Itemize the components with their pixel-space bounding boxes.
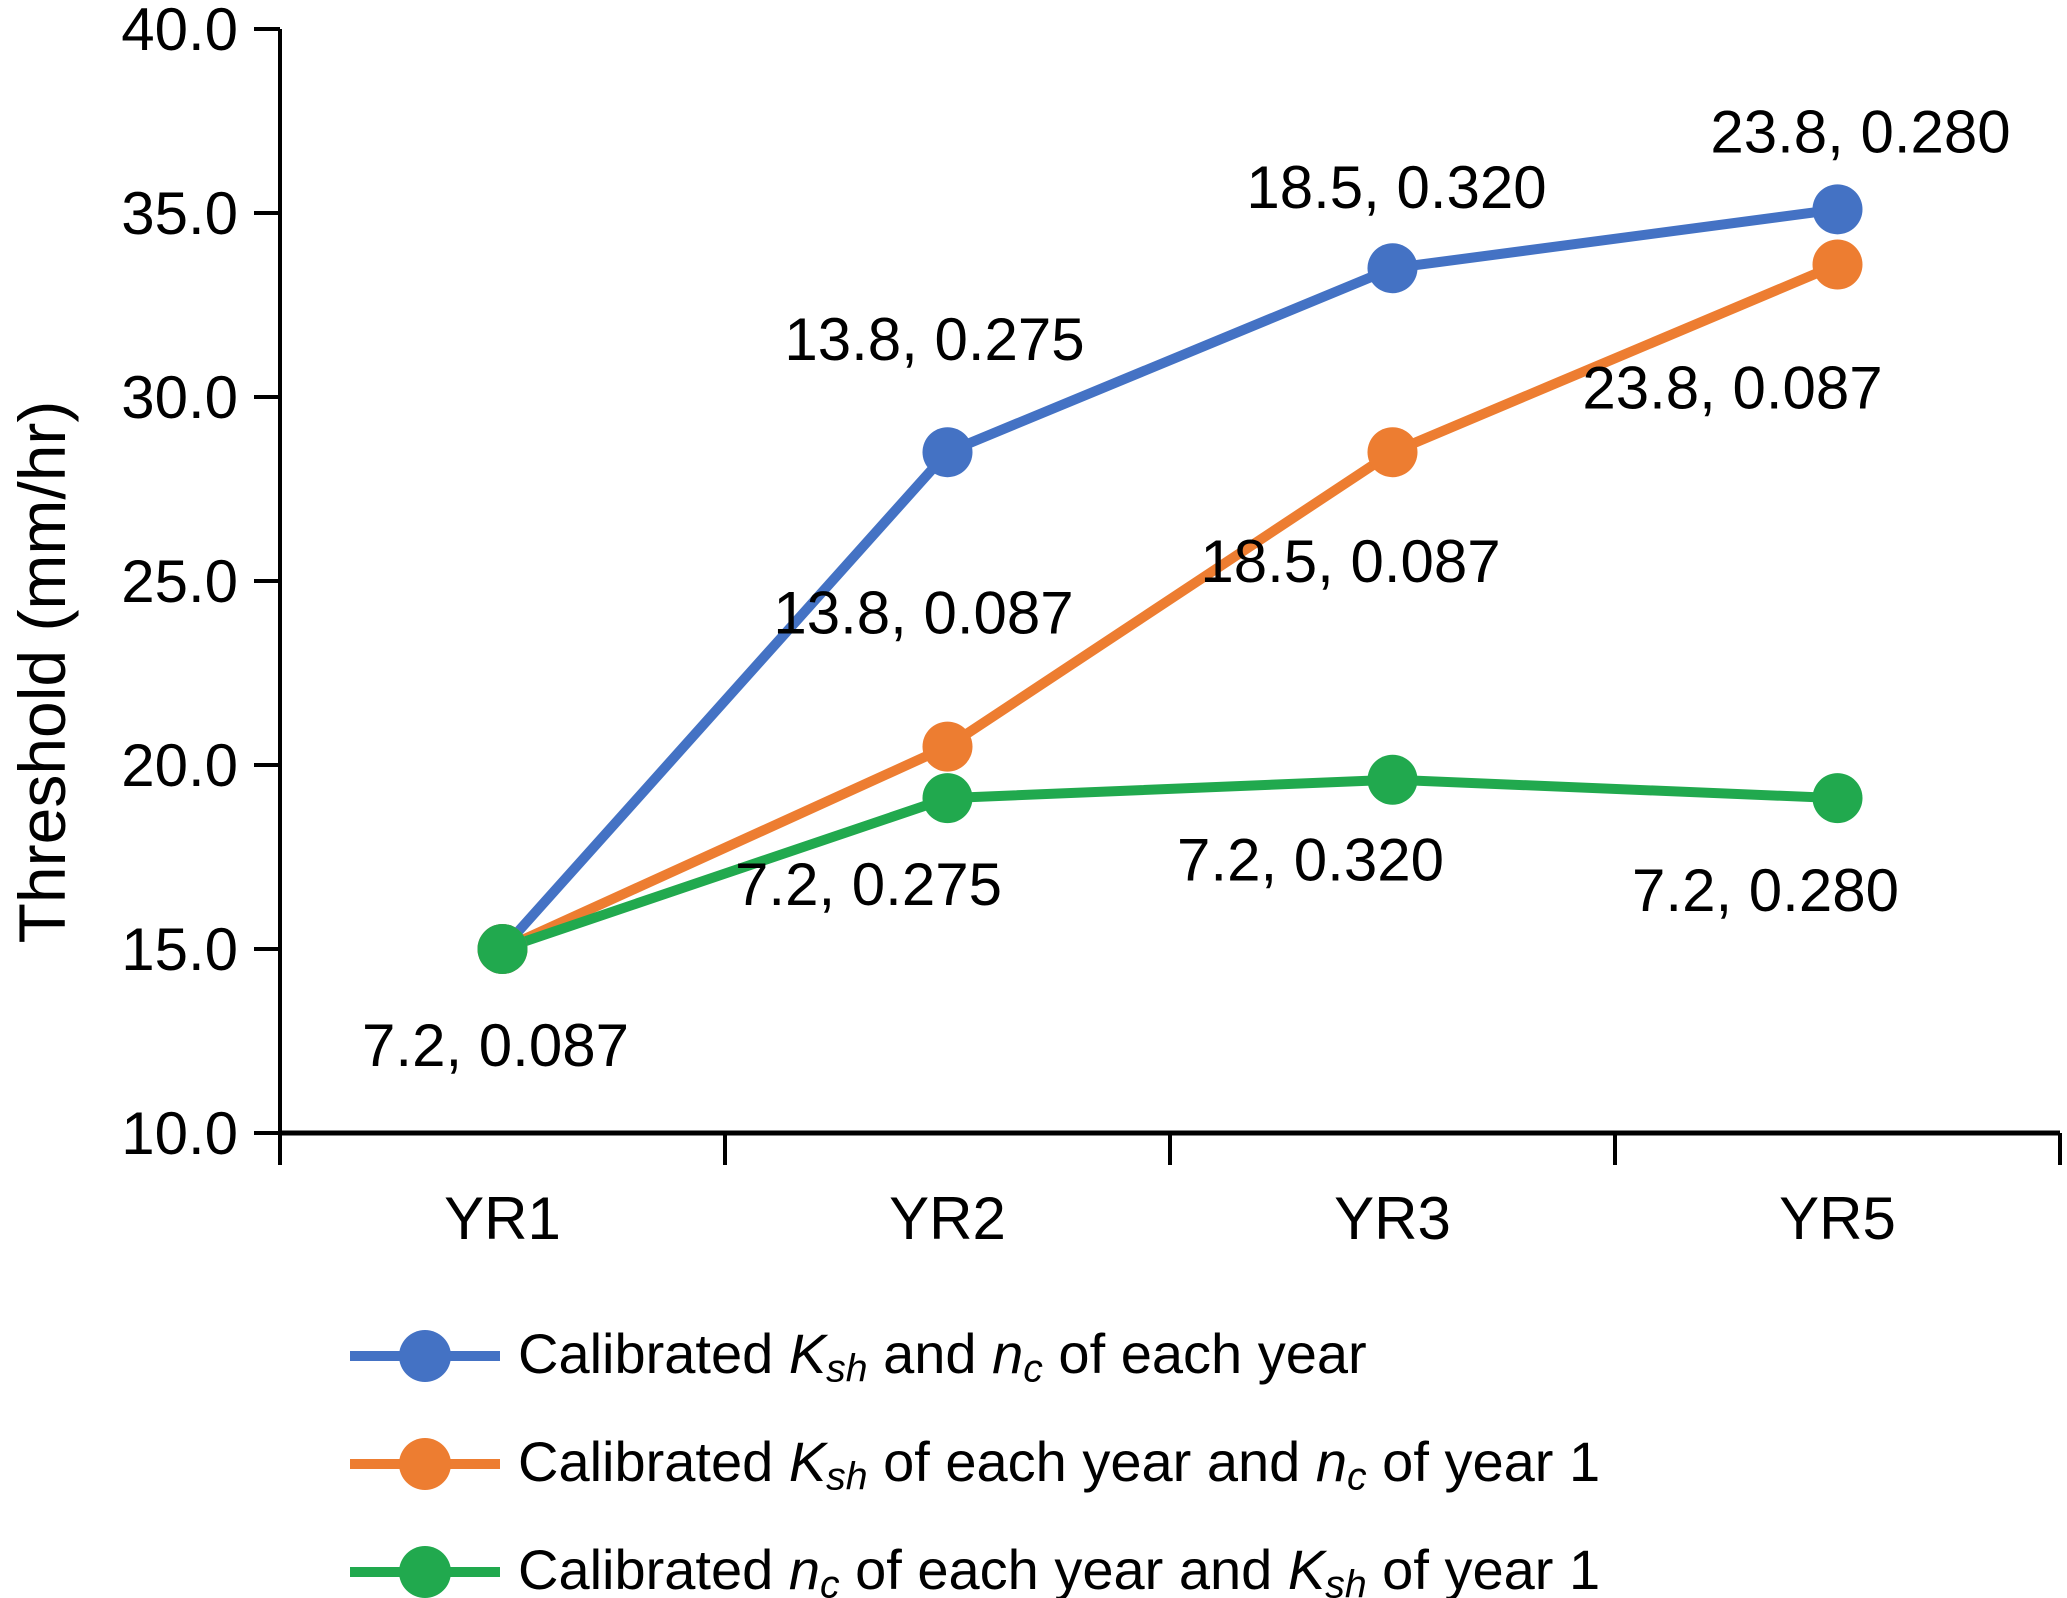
legend-label: Calibrated nc of each year and Ksh of ye… <box>518 1537 1601 1598</box>
data-point-label-blue-YR5: 23.8, 0.280 <box>1710 98 2010 165</box>
chart-legend: Calibrated Ksh and nc of each year Calibr… <box>350 1302 1600 1598</box>
data-marker-green-YR5 <box>1812 773 1863 824</box>
legend-item-orange: Calibrated Ksh of each year and nc of ye… <box>350 1410 1600 1518</box>
data-point-label-green-YR5: 7.2, 0.280 <box>1632 857 1899 924</box>
legend-marker-dot <box>399 1330 451 1382</box>
data-marker-green-YR1 <box>477 924 528 974</box>
y-tick-label: 40.0 <box>121 0 238 63</box>
y-tick-label: 30.0 <box>121 364 238 431</box>
x-category-label: YR1 <box>444 1185 561 1252</box>
y-tick-label: 15.0 <box>121 916 238 983</box>
data-marker-blue-YR3 <box>1367 243 1418 294</box>
y-tick-label: 20.0 <box>121 732 238 799</box>
y-tick-label: 25.0 <box>121 548 238 615</box>
legend-line-marker-icon <box>350 1329 500 1383</box>
legend-item-blue: Calibrated Ksh and nc of each year <box>350 1302 1600 1410</box>
data-marker-orange-YR5 <box>1812 239 1863 290</box>
legend-line-marker-icon <box>350 1437 500 1491</box>
data-point-label-orange-YR5: 23.8, 0.087 <box>1582 355 1882 422</box>
data-marker-orange-YR2 <box>922 721 973 772</box>
data-point-label-orange-YR3: 18.5, 0.087 <box>1200 528 1500 595</box>
x-category-label: YR2 <box>889 1185 1006 1252</box>
data-marker-blue-YR2 <box>922 427 973 478</box>
data-marker-green-YR3 <box>1367 754 1418 805</box>
legend-marker-dot <box>399 1438 451 1490</box>
y-tick-label: 10.0 <box>121 1100 238 1167</box>
legend-marker-dot <box>399 1546 451 1598</box>
data-marker-green-YR2 <box>922 773 973 824</box>
series-line-orange <box>497 259 1843 954</box>
series-line-blue <box>497 204 1843 954</box>
x-category-label: YR3 <box>1334 1185 1451 1252</box>
y-tick-label: 35.0 <box>121 180 238 247</box>
data-marker-blue-YR5 <box>1812 184 1863 235</box>
x-category-label: YR5 <box>1779 1185 1896 1252</box>
legend-line-marker-icon <box>350 1545 500 1598</box>
legend-item-green: Calibrated nc of each year and Ksh of ye… <box>350 1518 1600 1598</box>
data-point-label-blue-YR2: 13.8, 0.275 <box>784 306 1084 373</box>
legend-label: Calibrated Ksh and nc of each year <box>518 1321 1367 1391</box>
y-axis-title: Threshold (mm/hr) <box>5 400 79 944</box>
data-point-label-green-YR2: 7.2, 0.275 <box>735 851 1002 918</box>
data-point-label-orange-YR2: 13.8, 0.087 <box>773 580 1073 647</box>
legend-label: Calibrated Ksh of each year and nc of ye… <box>518 1429 1601 1499</box>
data-point-label-blue-YR3: 18.5, 0.320 <box>1246 154 1546 221</box>
data-point-label-green-YR1: 7.2, 0.087 <box>362 1012 629 1079</box>
data-marker-orange-YR3 <box>1367 427 1418 478</box>
data-point-label-green-YR3: 7.2, 0.320 <box>1177 827 1444 894</box>
series-line-green <box>497 774 1843 954</box>
